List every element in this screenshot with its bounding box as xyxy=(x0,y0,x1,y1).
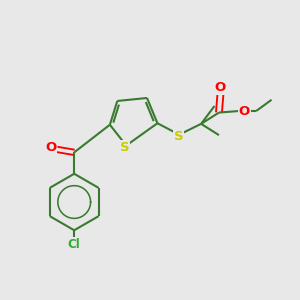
Text: Cl: Cl xyxy=(68,238,81,251)
Text: S: S xyxy=(174,130,184,142)
Text: S: S xyxy=(120,140,130,154)
Text: O: O xyxy=(215,81,226,94)
Text: O: O xyxy=(45,141,57,154)
Text: O: O xyxy=(238,105,250,118)
